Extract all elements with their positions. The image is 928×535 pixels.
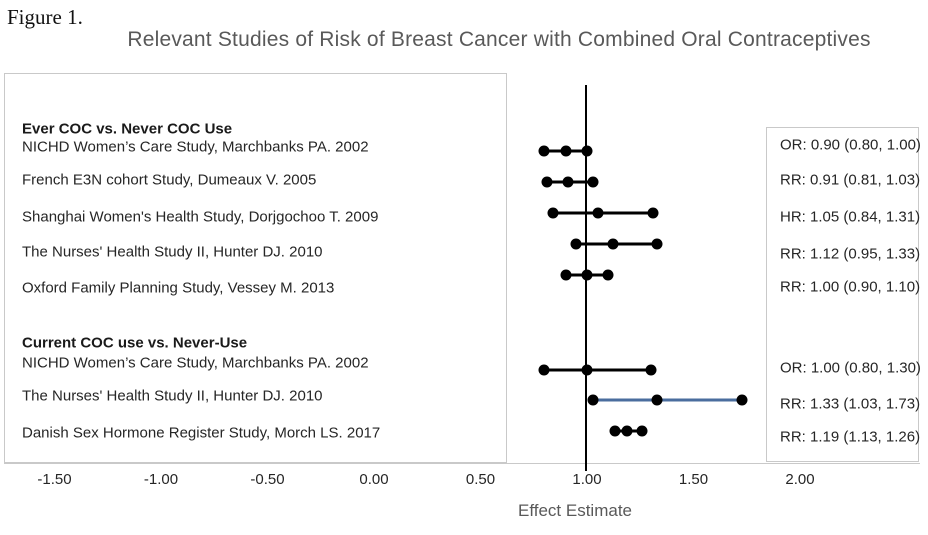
study-label: Shanghai Women's Health Study, Dorjgocho… (22, 208, 379, 226)
point-estimate-marker (592, 207, 604, 219)
study-label: NICHD Women’s Care Study, Marchbanks PA.… (22, 354, 369, 372)
ci-marker-high (651, 238, 663, 250)
ci-marker-low (560, 269, 572, 281)
study-label: The Nurses' Health Study II, Hunter DJ. … (22, 243, 323, 261)
chart-title: Relevant Studies of Risk of Breast Cance… (127, 28, 871, 51)
study-label: Danish Sex Hormone Register Study, Morch… (22, 424, 381, 442)
point-estimate-marker (581, 364, 593, 376)
x-tick-label: 1.00 (572, 471, 602, 488)
x-tick-label: -1.50 (37, 471, 72, 488)
x-tick-label: 2.00 (785, 471, 815, 488)
ci-marker-high (587, 176, 599, 188)
point-estimate-marker (581, 269, 593, 281)
estimate-value: RR: 0.91 (0.81, 1.03) (780, 171, 921, 189)
x-tick-label: -0.50 (250, 471, 285, 488)
ci-line (593, 398, 743, 402)
x-axis-title: Effect Estimate (517, 501, 633, 520)
point-estimate-marker (651, 394, 663, 406)
estimate-value: HR: 1.05 (0.84, 1.31) (780, 208, 921, 226)
study-label: NICHD Women’s Care Study, Marchbanks PA.… (22, 138, 369, 156)
ci-line (544, 368, 651, 372)
point-estimate-marker (560, 145, 572, 157)
estimate-value: RR: 1.19 (1.13, 1.26) (780, 428, 921, 446)
ci-marker-low (538, 364, 550, 376)
ci-marker-high (645, 364, 657, 376)
study-label: French E3N cohort Study, Dumeaux V. 2005 (22, 171, 317, 189)
ci-marker-low (587, 394, 599, 406)
x-tick-label: 0.50 (465, 471, 496, 488)
estimate-value: RR: 1.33 (1.03, 1.73) (780, 395, 921, 413)
point-estimate-marker (621, 425, 633, 437)
ci-marker-low (547, 207, 559, 219)
estimate-value: RR: 1.00 (0.90, 1.10) (780, 278, 921, 296)
ci-marker-high (602, 269, 614, 281)
ci-marker-high (581, 145, 593, 157)
estimate-value: RR: 1.12 (0.95, 1.33) (780, 245, 921, 263)
x-tick-label: -1.00 (143, 471, 179, 488)
x-tick-label: 1.50 (678, 471, 709, 488)
point-estimate-marker (562, 176, 574, 188)
group-header: Ever COC vs. Never COC Use (22, 120, 233, 138)
ci-marker-high (647, 207, 659, 219)
study-label: Oxford Family Planning Study, Vessey M. … (22, 279, 335, 297)
figure-number: Figure 1. (7, 5, 83, 29)
ci-marker-high (736, 394, 748, 406)
ci-marker-high (636, 425, 648, 437)
ci-marker-low (570, 238, 582, 250)
estimates-panel (766, 127, 919, 462)
ci-marker-low (538, 145, 550, 157)
ci-marker-low (541, 176, 553, 188)
group-header: Current COC use vs. Never-Use (22, 334, 248, 352)
point-estimate-marker (607, 238, 619, 250)
study-label: The Nurses' Health Study II, Hunter DJ. … (22, 387, 323, 405)
estimate-value: OR: 0.90 (0.80, 1.00) (780, 136, 921, 154)
x-axis-line (4, 463, 920, 464)
estimate-value: OR: 1.00 (0.80, 1.30) (780, 359, 921, 377)
study-labels-panel (4, 73, 507, 463)
x-tick-label: 0.00 (359, 471, 389, 488)
ci-marker-low (609, 425, 621, 437)
